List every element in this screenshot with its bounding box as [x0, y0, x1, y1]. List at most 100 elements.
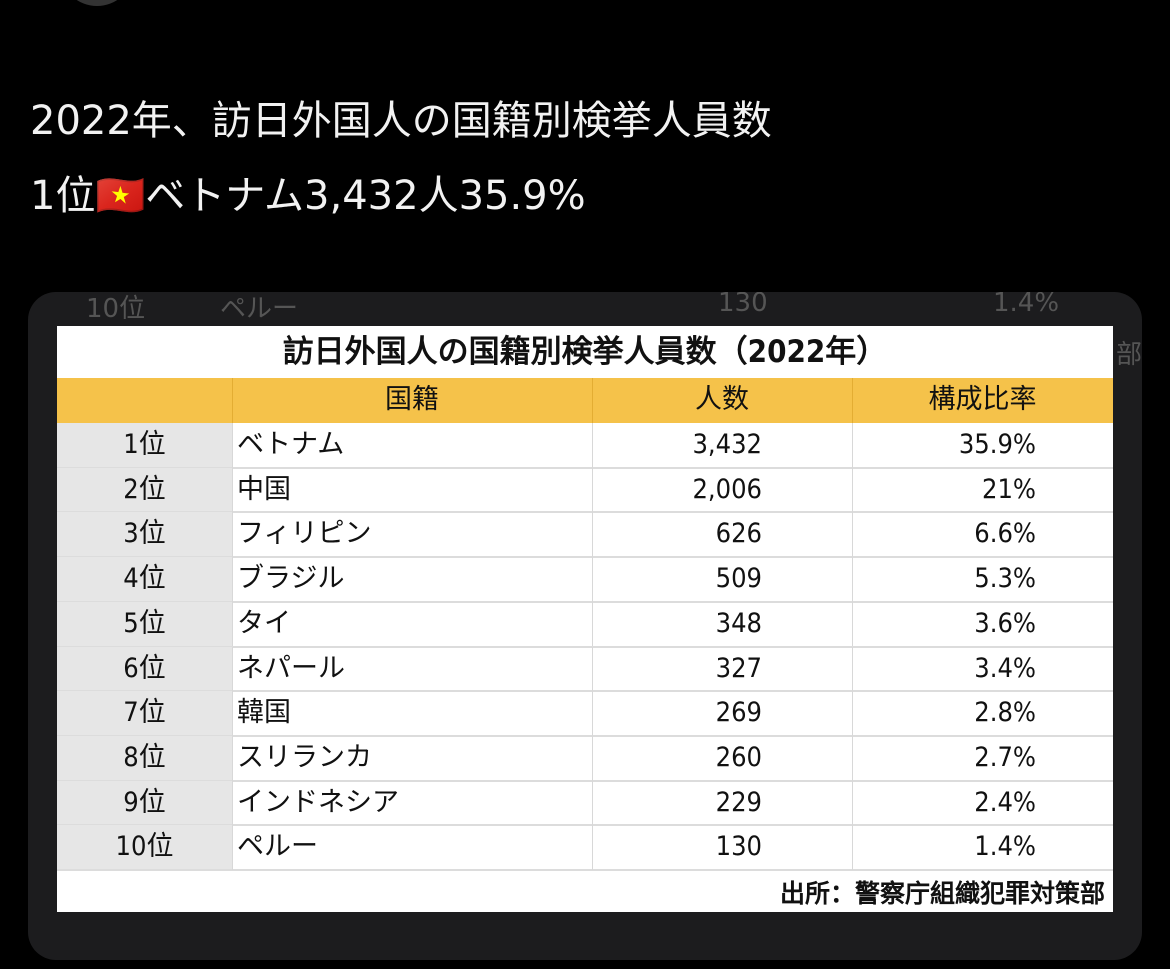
share-cell: 3.4%	[974, 652, 1036, 684]
rank-cell: 2位	[123, 473, 166, 505]
col-divider	[592, 735, 593, 781]
col-divider	[232, 467, 233, 513]
count-cell: 2,006	[692, 473, 762, 505]
col-divider	[232, 825, 233, 870]
count-cell: 3,432	[692, 429, 762, 460]
col-divider	[232, 735, 233, 781]
col-divider	[232, 691, 233, 736]
col-divider	[852, 601, 853, 647]
rank-cell: 5位	[123, 607, 166, 639]
col-divider	[232, 423, 233, 468]
header-cell: 国籍	[385, 384, 439, 415]
rank-cell: 3位	[123, 518, 166, 550]
col-divider	[852, 691, 853, 736]
col-divider	[232, 557, 233, 602]
col-divider	[852, 780, 853, 826]
rank-bg	[57, 557, 232, 602]
row-line	[57, 511, 1113, 514]
count-cell: 269	[715, 697, 762, 729]
col-divider	[592, 601, 593, 647]
header-divider	[852, 378, 853, 423]
col-divider	[852, 825, 853, 870]
rank-bg	[57, 423, 232, 468]
ghost-text: ペルー	[220, 294, 299, 324]
row-line	[57, 645, 1113, 648]
country-cell: タイ	[237, 607, 291, 639]
col-divider	[592, 825, 593, 870]
image-card[interactable]: 10位 ペルー 130 1.4% 部 訪日外国人の国籍別検挙人員数（2022年）…	[28, 292, 1142, 960]
avatar[interactable]	[62, 0, 132, 6]
country-cell: 韓国	[237, 697, 291, 729]
row-line	[57, 824, 1113, 827]
country-cell: スリランカ	[237, 741, 372, 773]
share-cell: 3.6%	[974, 607, 1036, 639]
rank-bg	[57, 646, 232, 692]
country-cell: ネパール	[237, 652, 345, 684]
rank-cell: 9位	[123, 786, 166, 818]
col-divider	[232, 646, 233, 692]
header-cell: 人数	[695, 384, 749, 415]
table-image: 訪日外国人の国籍別検挙人員数（2022年） 出所：警察庁組織犯罪対策部 国籍 人数…	[57, 326, 1113, 912]
table-title: 訪日外国人の国籍別検挙人員数（2022年）	[282, 334, 888, 370]
col-divider	[592, 691, 593, 736]
count-cell: 348	[715, 607, 762, 639]
rank-cell: 4位	[123, 563, 166, 595]
count-cell: 327	[715, 652, 762, 684]
share-cell: 6.6%	[974, 518, 1036, 550]
rank-cell: 6位	[123, 652, 166, 684]
country-cell: ブラジル	[237, 563, 345, 595]
col-divider	[852, 467, 853, 513]
col-divider	[592, 467, 593, 513]
col-divider	[592, 557, 593, 602]
col-divider	[232, 512, 233, 558]
col-divider	[592, 780, 593, 826]
col-divider	[852, 646, 853, 692]
rank-bg	[57, 691, 232, 736]
ghost-text: 部	[1116, 340, 1142, 370]
header-divider	[592, 378, 593, 423]
row-line	[57, 779, 1113, 782]
share-cell: 21%	[982, 473, 1036, 505]
ghost-text: 1.4%	[993, 292, 1060, 318]
share-cell: 2.8%	[974, 697, 1036, 729]
source: 出所：警察庁組織犯罪対策部	[779, 879, 1105, 908]
col-divider	[852, 423, 853, 468]
rank-bg	[57, 825, 232, 870]
header-cell: 構成比率	[928, 384, 1037, 415]
row-line	[57, 556, 1113, 559]
country-cell: ベトナム	[237, 429, 345, 460]
share-cell: 1.4%	[974, 831, 1036, 863]
ghost-text: 10位	[86, 294, 146, 324]
share-cell: 2.7%	[974, 741, 1036, 773]
count-cell: 130	[715, 831, 762, 863]
header-divider	[232, 378, 233, 423]
rank-bg	[57, 735, 232, 781]
country-cell: 中国	[237, 473, 291, 505]
col-divider	[232, 780, 233, 826]
count-cell: 260	[715, 741, 762, 773]
rank-cell: 7位	[123, 697, 166, 729]
ghost-text: 130	[718, 292, 768, 318]
rank-cell: 10位	[115, 831, 174, 863]
rank-bg	[57, 512, 232, 558]
count-cell: 626	[715, 518, 762, 550]
country-cell: インドネシア	[237, 786, 399, 818]
rank-bg	[57, 601, 232, 647]
header-row	[57, 378, 1113, 423]
row-line	[57, 690, 1113, 693]
share-cell: 2.4%	[974, 786, 1036, 818]
col-divider	[852, 512, 853, 558]
rank-cell: 8位	[123, 741, 166, 773]
rank-bg	[57, 467, 232, 513]
col-divider	[852, 735, 853, 781]
count-cell: 509	[715, 563, 762, 595]
row-line	[57, 600, 1113, 603]
col-divider	[592, 423, 593, 468]
col-divider	[592, 646, 593, 692]
share-cell: 5.3%	[974, 563, 1036, 595]
post-text: 2022年、訪日外国人の国籍別検挙人員数	[30, 98, 772, 144]
col-divider	[852, 557, 853, 602]
rank-bg	[57, 780, 232, 826]
row-line	[57, 869, 1113, 871]
